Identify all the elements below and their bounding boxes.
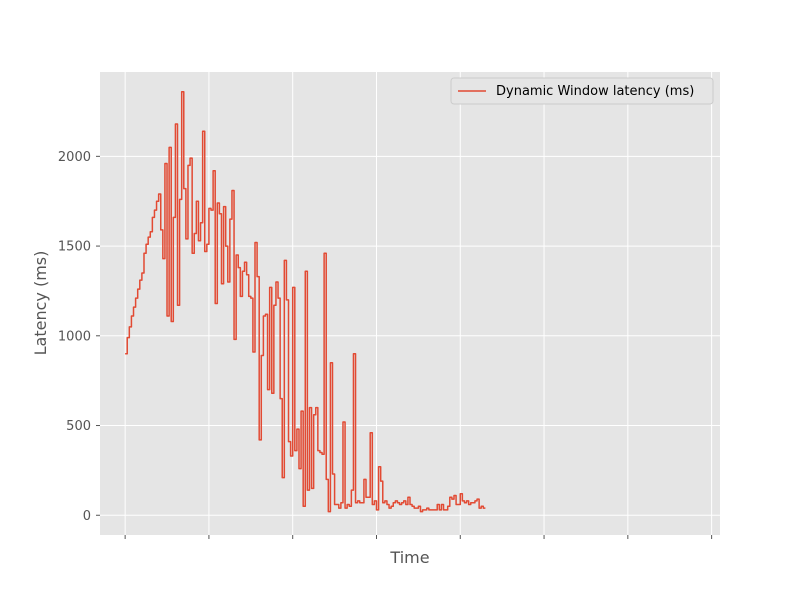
y-tick-label: 1000	[58, 329, 91, 344]
series-line-dynamic-window-latency	[125, 90, 486, 513]
legend-label: Dynamic Window latency (ms)	[496, 84, 694, 99]
grid-lines	[100, 72, 720, 535]
legend-box	[450, 77, 714, 105]
legend: Dynamic Window latency (ms)	[450, 77, 714, 105]
y-tick-label: 0	[83, 509, 91, 524]
x-axis-ticks	[124, 535, 713, 539]
y-tick-label: 500	[66, 419, 91, 434]
y-tick-label: 1500	[58, 240, 91, 255]
x-axis-label: Time	[389, 548, 429, 567]
y-axis-label: Latency (ms)	[31, 251, 50, 356]
y-tick-label: 2000	[58, 150, 91, 165]
y-axis-ticks: 0 500 1000 1500 2000	[58, 150, 100, 524]
plot-area	[100, 72, 720, 535]
